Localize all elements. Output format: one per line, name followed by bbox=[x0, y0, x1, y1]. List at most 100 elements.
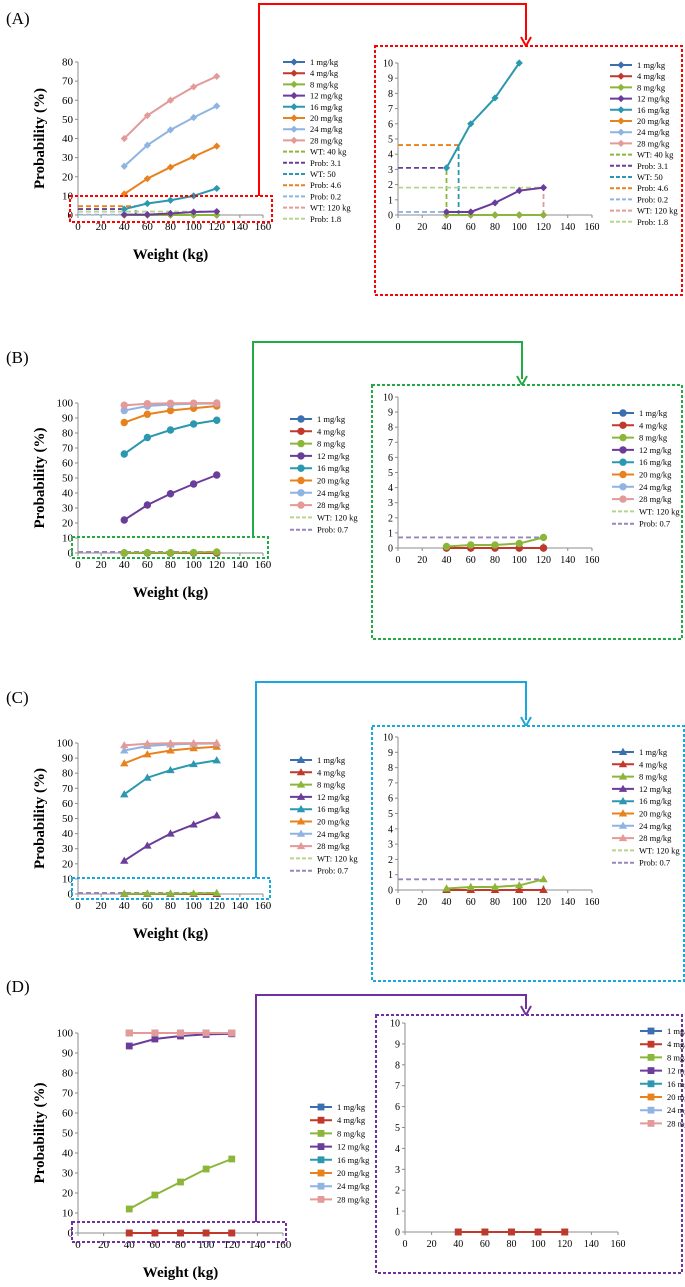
legend-marker bbox=[296, 841, 306, 850]
legend-label: 4 mg/kg bbox=[310, 68, 339, 78]
legend-marker bbox=[297, 489, 305, 497]
y-tick-label: 10 bbox=[383, 393, 393, 404]
y-tick-label: 20 bbox=[62, 518, 74, 530]
legend-label: Prob: 3.1 bbox=[637, 161, 668, 171]
data-point bbox=[467, 541, 475, 549]
data-point bbox=[120, 406, 128, 415]
data-point bbox=[212, 888, 221, 896]
y-tick-label: 70 bbox=[62, 783, 74, 795]
x-tick-label: 80 bbox=[165, 221, 177, 233]
data-point bbox=[143, 211, 151, 219]
legend-label: 16 mg/kg bbox=[317, 463, 350, 473]
legend-marker bbox=[618, 784, 628, 792]
legend-label: 20 mg/kg bbox=[317, 817, 350, 827]
y-tick-label: 20 bbox=[62, 858, 74, 870]
data-point bbox=[166, 889, 175, 897]
data-point bbox=[491, 199, 499, 207]
data-point bbox=[143, 889, 152, 897]
connector-arrow bbox=[255, 994, 527, 1222]
data-point bbox=[151, 1191, 159, 1199]
data-point bbox=[120, 418, 128, 427]
x-tick-label: 40 bbox=[124, 1239, 136, 1251]
legend-label: 8 mg/kg bbox=[317, 780, 346, 790]
legend-marker bbox=[647, 1093, 655, 1101]
y-axis-title: Probability (%) bbox=[32, 768, 48, 869]
data-point bbox=[212, 756, 221, 764]
legend-marker bbox=[617, 61, 625, 69]
y-tick-label: 10 bbox=[62, 533, 74, 545]
legend-label: 1 mg/kg bbox=[639, 408, 668, 418]
legend-label: 4 mg/kg bbox=[317, 426, 346, 436]
legend-marker bbox=[297, 439, 305, 448]
x-tick-label: 20 bbox=[427, 1239, 437, 1250]
x-tick-label: 0 bbox=[75, 559, 81, 571]
x-tick-label: 160 bbox=[585, 222, 600, 233]
data-point bbox=[151, 1035, 159, 1043]
y-tick-label: 5 bbox=[388, 135, 393, 146]
legend-marker bbox=[617, 117, 625, 125]
y-tick-label: 100 bbox=[57, 398, 74, 410]
legend-label: 1 mg/kg bbox=[337, 1102, 366, 1112]
legend-marker bbox=[617, 139, 625, 147]
legend-label: 28 mg/kg bbox=[317, 841, 350, 851]
legend-marker bbox=[290, 58, 298, 66]
y-axis-title: Probability (%) bbox=[32, 88, 48, 189]
x-tick-label: 80 bbox=[165, 559, 177, 571]
y-tick-label: 80 bbox=[62, 1068, 74, 1080]
data-point bbox=[539, 885, 548, 893]
data-point bbox=[166, 765, 175, 774]
legend-label: 28 mg/kg bbox=[637, 138, 670, 148]
y-tick-label: 9 bbox=[395, 1039, 400, 1050]
data-point bbox=[481, 1228, 489, 1236]
legend-label: 28 mg/kg bbox=[639, 494, 672, 504]
data-point bbox=[228, 1155, 236, 1163]
y-tick-label: 1 bbox=[388, 528, 393, 539]
data-point bbox=[143, 773, 152, 781]
data-point bbox=[213, 471, 221, 479]
legend-label: 24 mg/kg bbox=[317, 488, 350, 498]
x-axis-title: Weight (kg) bbox=[133, 926, 208, 942]
series-line bbox=[123, 759, 217, 796]
legend-label: 16 mg/kg bbox=[639, 796, 672, 806]
legend-label: Prob: 0.7 bbox=[317, 866, 348, 876]
data-point bbox=[120, 746, 129, 754]
y-tick-label: 0 bbox=[68, 889, 74, 901]
y-tick-label: 5 bbox=[388, 468, 393, 479]
x-tick-label: 120 bbox=[209, 900, 226, 912]
legend-label: 4 mg/kg bbox=[639, 759, 668, 769]
data-point bbox=[125, 1229, 133, 1237]
data-point bbox=[442, 884, 451, 892]
legend-label: WT: 120 kg bbox=[317, 512, 358, 522]
x-tick-label: 40 bbox=[442, 897, 452, 908]
panel-label: (D) bbox=[6, 977, 30, 996]
legend-marker bbox=[317, 1182, 325, 1190]
data-point bbox=[213, 548, 221, 556]
y-tick-label: 0 bbox=[388, 544, 393, 555]
data-point bbox=[189, 744, 198, 752]
x-tick-label: 160 bbox=[255, 559, 272, 571]
legend-marker bbox=[317, 1196, 325, 1203]
data-point bbox=[213, 416, 221, 424]
data-point bbox=[454, 1228, 462, 1236]
data-point bbox=[143, 841, 152, 849]
data-point bbox=[143, 199, 151, 208]
x-tick-label: 60 bbox=[142, 559, 154, 571]
x-tick-label: 100 bbox=[531, 1239, 546, 1250]
data-point bbox=[213, 142, 221, 150]
legend-marker bbox=[290, 69, 298, 77]
y-tick-label: 20 bbox=[62, 1188, 74, 1200]
y-tick-label: 5 bbox=[395, 1123, 400, 1134]
legend-label: 12 mg/kg bbox=[639, 445, 672, 455]
data-point bbox=[515, 885, 524, 893]
y-axis-title: Probability (%) bbox=[32, 428, 48, 529]
legend-label: 28 mg/kg bbox=[310, 135, 343, 145]
x-axis-title: Weight (kg) bbox=[143, 1265, 218, 1281]
legend-label: 4 mg/kg bbox=[337, 1115, 366, 1125]
data-point bbox=[190, 113, 198, 122]
legend-label: 24 mg/kg bbox=[317, 829, 350, 839]
data-point bbox=[143, 433, 152, 442]
y-tick-label: 4 bbox=[395, 1144, 400, 1155]
data-point bbox=[202, 1029, 210, 1037]
legend-marker bbox=[297, 476, 305, 485]
series-line bbox=[123, 474, 218, 521]
